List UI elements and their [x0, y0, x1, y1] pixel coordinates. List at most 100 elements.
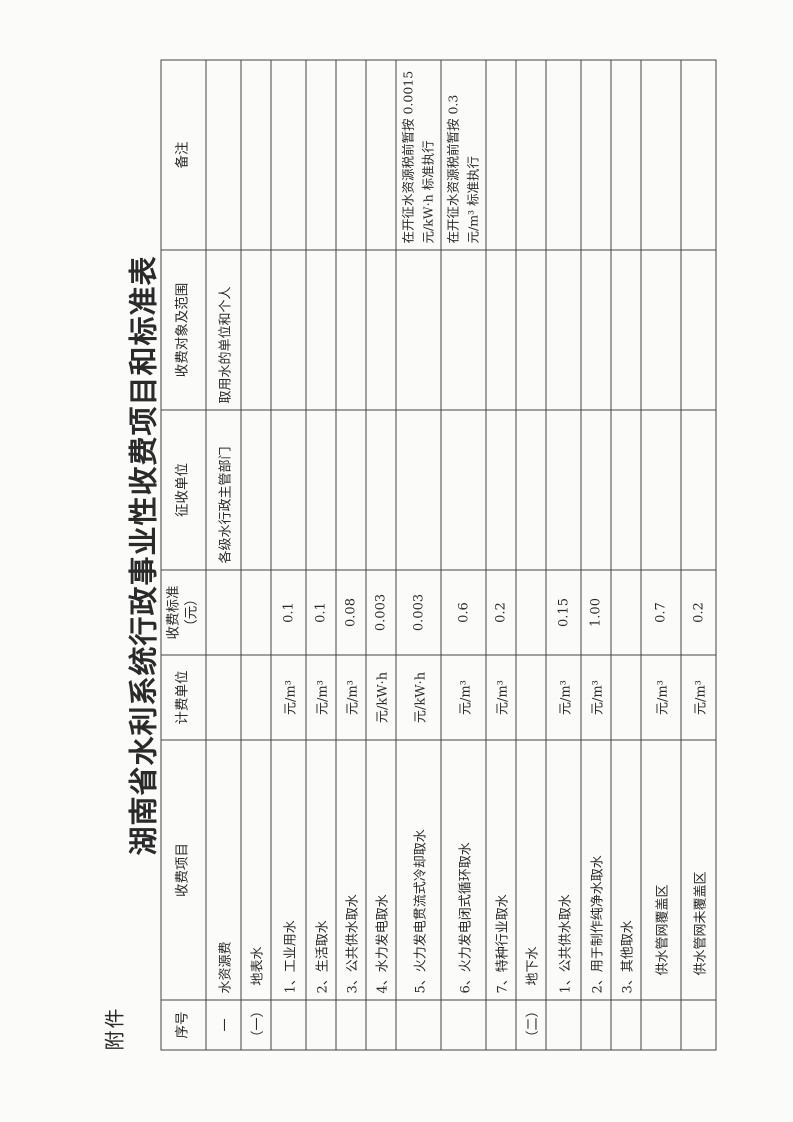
cell-item: 5、火力发电贯流式冷却取水: [395, 739, 441, 1000]
cell-unit: 元/m³: [305, 654, 336, 740]
cell-standard: 0.6: [440, 569, 486, 655]
cell-unit: 元/kW·h: [365, 654, 396, 740]
cell-remark: [680, 59, 716, 250]
cell-remark: [335, 59, 366, 250]
cell-scope: [640, 249, 681, 410]
cell-collector: [395, 409, 441, 570]
cell-no: [365, 999, 396, 1050]
cell-scope: [610, 249, 641, 410]
table-row: 5、火力发电贯流式冷却取水 元/kW·h 0.003 在开征水资源税前暂按 0.001…: [395, 59, 441, 1050]
cell-remark: [515, 59, 546, 250]
cell-item: 2、用于制作纯净水取水: [580, 739, 611, 1000]
table-row: 供水管网未覆盖区 元/m³ 0.2: [680, 59, 716, 1050]
cell-remark: [610, 59, 641, 250]
table-row: 3、其他取水: [610, 59, 641, 1050]
cell-standard: [610, 569, 641, 655]
cell-unit: [610, 654, 641, 740]
cell-standard: 0.08: [335, 569, 366, 655]
table-header-row: 序号 收费项目 计费单位 收费标准（元） 征收单位 收费对象及范围 备注: [160, 59, 206, 1050]
cell-no: [485, 999, 516, 1050]
table-row: 4、水力发电取水 元/kW·h 0.003: [365, 59, 396, 1050]
document-title: 湖南省水利系统行政事业性收费项目和标准表: [126, 255, 160, 856]
cell-collector: [610, 409, 641, 570]
header-standard: 收费标准（元）: [160, 569, 206, 655]
cell-item: 1、工业用水: [270, 739, 306, 1000]
cell-remark: [305, 59, 336, 250]
cell-standard: 1.00: [580, 569, 611, 655]
table-row: 供水管网覆盖区 元/m³ 0.7: [640, 59, 681, 1050]
table-row: 2、用于制作纯净水取水 元/m³ 1.00: [580, 59, 611, 1050]
cell-item: 供水管网未覆盖区: [680, 739, 716, 1000]
cell-item: 地表水: [240, 739, 271, 1000]
cell-scope: [365, 249, 396, 410]
cell-unit: 元/m³: [335, 654, 366, 740]
cell-standard: 0.2: [680, 569, 716, 655]
cell-scope: [680, 249, 716, 410]
cell-standard: 0.2: [485, 569, 516, 655]
cell-item: 4、水力发电取水: [365, 739, 396, 1000]
cell-no: [545, 999, 581, 1050]
cell-standard: 0.7: [640, 569, 681, 655]
cell-scope: [515, 249, 546, 410]
cell-unit: 元/m³: [545, 654, 581, 740]
cell-no: （二）: [515, 999, 546, 1050]
cell-scope: [440, 249, 486, 410]
cell-unit: 元/kW·h: [395, 654, 441, 740]
cell-collector: [270, 409, 306, 570]
cell-remark: [485, 59, 516, 250]
cell-remark: 在开征水资源税前暂按 0.0015 元/kW·h 标准执行: [395, 59, 441, 250]
header-no: 序号: [160, 999, 206, 1050]
cell-no: 一: [205, 999, 241, 1050]
cell-unit: [205, 654, 241, 740]
cell-collector: [365, 409, 396, 570]
cell-standard: [205, 569, 241, 655]
cell-scope: [485, 249, 516, 410]
cell-scope: [305, 249, 336, 410]
cell-collector: [305, 409, 336, 570]
cell-unit: 元/m³: [440, 654, 486, 740]
cell-scope: [395, 249, 441, 410]
cell-collector: [335, 409, 366, 570]
cell-remark: [270, 59, 306, 250]
table-row: 3、公共供水取水 元/m³ 0.08: [335, 59, 366, 1050]
rotated-page-content: 附件 湖南省水利系统行政事业性收费项目和标准表 序号 收费项目 计费单位 收费标…: [90, 59, 716, 1050]
table-row: 7、特种行业取水 元/m³ 0.2: [485, 59, 516, 1050]
cell-no: [270, 999, 306, 1050]
cell-item: 3、公共供水取水: [335, 739, 366, 1000]
cell-collector: [485, 409, 516, 570]
cell-scope: [240, 249, 271, 410]
cell-scope: [270, 249, 306, 410]
cell-remark: [545, 59, 581, 250]
cell-collector: [515, 409, 546, 570]
cell-scope: [335, 249, 366, 410]
cell-collector: [580, 409, 611, 570]
cell-collector: [240, 409, 271, 570]
cell-remark: [205, 59, 241, 250]
header-item: 收费项目: [160, 739, 206, 1000]
cell-item: 7、特种行业取水: [485, 739, 516, 1000]
cell-collector: [440, 409, 486, 570]
cell-standard: 0.1: [270, 569, 306, 655]
cell-standard: 0.003: [365, 569, 396, 655]
cell-scope: 取用水的单位和个人: [205, 249, 241, 410]
header-remark: 备注: [160, 59, 206, 250]
table-row: 2、生活取水 元/m³ 0.1: [305, 59, 336, 1050]
cell-standard: 0.1: [305, 569, 336, 655]
cell-standard: 0.15: [545, 569, 581, 655]
cell-standard: [515, 569, 546, 655]
cell-collector: [640, 409, 681, 570]
table-row: （一） 地表水: [240, 59, 271, 1050]
cell-remark: [640, 59, 681, 250]
cell-collector: [545, 409, 581, 570]
cell-scope: [580, 249, 611, 410]
cell-remark: [580, 59, 611, 250]
cell-unit: 元/m³: [640, 654, 681, 740]
cell-remark: [240, 59, 271, 250]
cell-no: [680, 999, 716, 1050]
table-row: 一水资源费 各级水行政主管部门 取用水的单位和个人: [205, 59, 241, 1050]
cell-collector: [680, 409, 716, 570]
cell-collector: 各级水行政主管部门: [205, 409, 241, 570]
cell-no: [335, 999, 366, 1050]
cell-no: [610, 999, 641, 1050]
cell-item: 6、火力发电闭式循环取水: [440, 739, 486, 1000]
